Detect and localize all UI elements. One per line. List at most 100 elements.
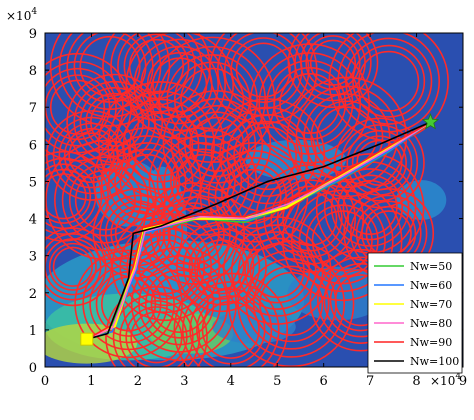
legend-item: Nw=90 [374,336,452,349]
threat-ring [68,132,115,179]
threat-ring [201,300,260,359]
threat-zone [105,285,208,367]
y-axis-exponent-power: 4 [31,7,37,17]
threat-ring [162,202,225,265]
y-tick-label: 2 [29,287,37,302]
legend-box [367,252,463,374]
x-tick-label: 3 [180,374,188,389]
goal-marker [421,113,440,130]
threat-ring [175,153,231,209]
threat-ring [235,42,291,98]
threat-ring [358,50,420,112]
threat-ring [226,114,310,197]
path-series [86,120,432,341]
threat-ring [273,67,347,140]
threat-ring [52,246,93,287]
threat-ring [61,156,149,244]
threat-ring [173,272,289,367]
threat-ring [182,228,261,306]
threat-ring [45,173,87,220]
x-axis: 0 1 2 3 4 5 6 7 8 9 [41,33,467,389]
threat-ring [287,33,379,109]
threat-ring [49,79,106,135]
threat-ring [49,33,171,127]
threat-ring [105,285,208,367]
threat-ring [237,250,346,358]
threat-ring [163,142,243,221]
x-axis-exponent-base: ×10 [430,374,455,388]
legend-label: Nw=50 [410,260,452,273]
legend-label: Nw=70 [410,298,452,311]
threat-ring [122,106,200,183]
legend-label: Nw=60 [410,279,452,292]
y-tick-label: 7 [29,101,37,116]
threat-ring [45,157,103,235]
legend: Nw=50 Nw=60 Nw=70 Nw=80 Nw=90 Nw=100 [367,252,463,374]
threat-ring [259,271,324,336]
threat-ring [79,35,141,97]
x-tick-label: 8 [412,374,420,389]
y-tick-label: 0 [29,361,37,376]
threat-ring [79,87,150,158]
threat-ring [305,35,361,91]
threat-ring [45,227,113,307]
legend-item: Nw=50 [374,260,452,273]
threat-ring [130,255,229,353]
threat-ring [112,293,201,367]
threat-ring [45,163,97,230]
x-tick-label: 2 [134,374,142,389]
x-tick-label: 9 [459,374,467,389]
threat-ring [119,300,194,367]
start-marker [80,332,94,346]
threat-ring [97,81,225,208]
x-tick-label: 1 [87,374,95,389]
y-tick-label: 9 [29,27,37,42]
legend-label: Nw=90 [410,336,452,349]
threat-ring [198,243,245,290]
threat-ring [92,127,202,236]
threat-ring [74,249,183,359]
threat-ring [89,264,168,344]
threat-ring [181,281,280,367]
threat-ring [227,240,355,367]
legend-item: Nw=60 [374,279,452,292]
threat-ring [177,105,257,184]
x-tick-label: 7 [366,374,374,389]
threat-ring [156,196,231,271]
threat-ring [207,150,301,243]
threat-ring [149,189,238,278]
legend-label: Nw=80 [410,317,452,330]
threat-ring [145,269,215,339]
x-tick-label: 5 [273,374,281,389]
threat-ring [252,265,330,343]
x-axis-exponent: ×104 [430,372,461,388]
threat-ring [130,311,183,364]
threat-ring [58,122,125,189]
y-tick-label: 3 [29,250,37,265]
threat-ring [45,168,92,224]
y-tick-label: 4 [29,213,37,228]
threat-ring [266,59,354,148]
legend-item: Nw=100 [374,355,459,368]
threat-ring [125,306,188,367]
x-tick-label: 6 [320,374,328,389]
x-tick-label: 4 [227,374,235,389]
y-tick-label: 6 [29,138,37,153]
y-axis-exponent: ×104 [6,7,37,23]
threat-ring [99,194,177,273]
terrain-patch [212,310,296,344]
plot-frame [44,32,464,368]
legend-label: Nw=100 [410,355,459,368]
threat-ring [48,242,97,291]
y-axis: 0 1 2 3 4 5 6 7 8 9 [29,27,463,376]
threat-ring [126,227,206,307]
threat-ring [281,180,403,302]
legend-item: Nw=80 [374,317,452,330]
threat-ring [337,174,404,241]
threat-ring [45,233,107,301]
y-tick-label: 5 [29,175,37,190]
threat-zone [74,249,183,359]
legend-item: Nw=70 [374,298,452,311]
threat-ring [356,139,403,186]
